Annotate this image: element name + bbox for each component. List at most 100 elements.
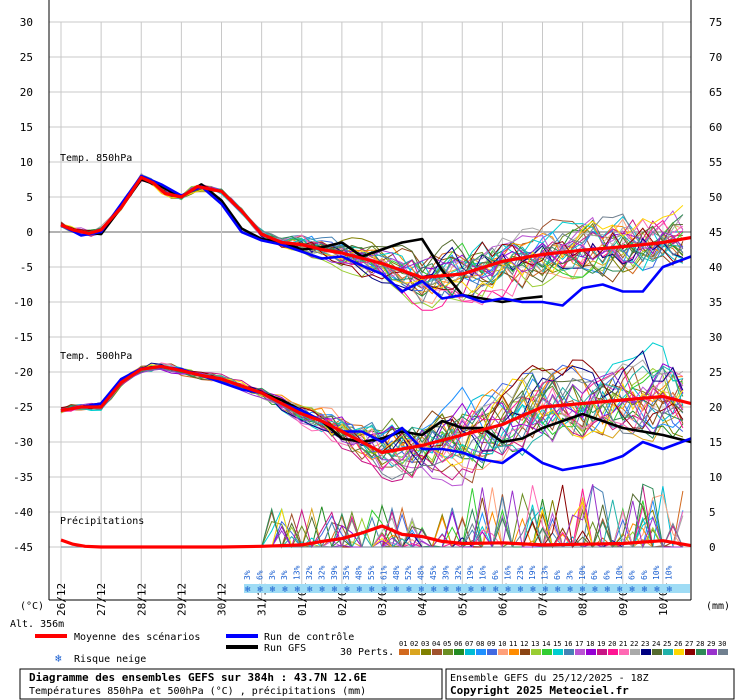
snowflake-icon: ❄ — [307, 585, 313, 595]
series-line-precip-moyenne-des-sc-narios — [60, 524, 692, 549]
pert-number: 02 — [410, 640, 418, 648]
pert-swatch — [498, 649, 508, 655]
pert-swatch — [509, 649, 519, 655]
pert-swatch — [575, 649, 585, 655]
snowflake-icon: ❄ — [481, 585, 487, 595]
pert-number: 30 — [718, 640, 726, 648]
panel-label-precip: Précipitations — [60, 515, 144, 527]
pert-number: 28 — [696, 640, 704, 648]
panel-label-t500: Temp. 500hPa — [60, 351, 132, 362]
left-tick-label: 20 — [20, 86, 33, 99]
snow-risk-value: 6% — [603, 570, 612, 580]
pert-line-t500 — [60, 362, 684, 461]
left-tick-label: -45 — [13, 541, 33, 554]
right-tick-label: 40 — [709, 261, 722, 274]
snowflake-icon: ❄ — [629, 585, 635, 595]
left-tick-label: -40 — [13, 506, 33, 519]
snow-risk-value: 3% — [565, 570, 574, 580]
left-tick-label: -35 — [13, 471, 33, 484]
snow-risk-value: 3% — [243, 570, 252, 580]
right-tick-label: 55 — [709, 156, 722, 169]
right-tick-label: 5 — [709, 506, 716, 519]
snowflake-icon: ❄ — [555, 585, 561, 595]
series-line-t850-run-de-contr-le — [60, 174, 692, 307]
pert-number: 27 — [685, 640, 693, 648]
pert-swatch — [421, 649, 431, 655]
pert-swatch — [586, 649, 596, 655]
snowflake-icon: ❄ — [55, 652, 62, 665]
panel-label-t850: Temp. 850hPa — [60, 153, 132, 164]
snow-risk-value: 45% — [429, 565, 438, 580]
title-box — [19, 668, 443, 700]
pert-swatch — [410, 649, 420, 655]
snow-risk-value: 39% — [441, 565, 450, 580]
pert-number: 12 — [520, 640, 528, 648]
snowflake-icon: ❄ — [394, 585, 400, 595]
run-info-box — [445, 668, 735, 700]
pert-swatch — [608, 649, 618, 655]
pert-number: 06 — [454, 640, 462, 648]
snow-risk-value: 10% — [652, 565, 661, 580]
snowflake-icon: ❄ — [431, 585, 437, 595]
perturbation-legend: 01 02 03 04 05 06 07 08 09 10 11 12 13 14 15 16 17 18 19 20… — [399, 640, 728, 655]
pert-number: 18 — [586, 640, 594, 648]
left-tick-label: 0 — [26, 226, 33, 239]
snow-risk-value: 48% — [392, 565, 401, 580]
date-tick-label: 26/12 — [55, 583, 68, 616]
pert-line-t850 — [60, 175, 684, 299]
snowflake-icon: ❄ — [257, 585, 263, 595]
left-tick-label: 30 — [20, 16, 33, 29]
pert-swatch — [663, 649, 673, 655]
left-tick-label: 10 — [20, 156, 33, 169]
pert-number: 22 — [630, 640, 638, 648]
pert-swatch — [476, 649, 486, 655]
legend-label-gfs: Run GFS — [264, 643, 306, 654]
legend-swatch-control — [226, 634, 258, 638]
pert-line-t500 — [60, 366, 684, 471]
snow-risk-value: 6% — [590, 570, 599, 580]
snow-risk-value: 19% — [528, 565, 537, 580]
series-line-t850-moyenne-des-sc-narios — [60, 175, 692, 280]
pert-line-t850 — [60, 176, 683, 298]
snowflake-icon: ❄ — [419, 585, 425, 595]
pert-number: 08 — [476, 640, 484, 648]
snow-risk-value: 35% — [342, 565, 351, 580]
snow-risk-value: 23% — [516, 565, 525, 580]
snow-risk-value: 61% — [379, 565, 388, 580]
pert-line-precip — [61, 501, 683, 548]
pert-swatch — [707, 649, 717, 655]
left-tick-label: 5 — [26, 191, 33, 204]
right-tick-label: 25 — [709, 366, 722, 379]
snowflake-icon: ❄ — [319, 585, 325, 595]
snowflake-icon: ❄ — [270, 585, 276, 595]
snowflake-icon: ❄ — [245, 585, 251, 595]
left-axis-unit: (°C) — [20, 601, 44, 612]
snowflake-icon: ❄ — [344, 585, 350, 595]
legend-label-control: Run de contrôle — [264, 631, 354, 643]
snowflake-icon: ❄ — [443, 585, 449, 595]
left-tick-label: -25 — [13, 401, 33, 414]
pert-swatch — [652, 649, 662, 655]
snow-risk-value: 6% — [640, 570, 649, 580]
pert-swatch — [454, 649, 464, 655]
chart-title: Diagramme des ensembles GEFS sur 384h : … — [29, 671, 367, 684]
snowflake-icon: ❄ — [543, 585, 549, 595]
pert-swatch — [630, 649, 640, 655]
snowflake-icon: ❄ — [456, 585, 462, 595]
snow-risk-value: 52% — [404, 565, 413, 580]
snowflake-icon: ❄ — [580, 585, 586, 595]
snowflake-icon: ❄ — [493, 585, 499, 595]
snowflake-icon: ❄ — [605, 585, 611, 595]
snow-risk-value: 6% — [491, 570, 500, 580]
pert-number: 03 — [421, 640, 429, 648]
left-tick-label: -20 — [13, 366, 33, 379]
left-tick-label: -15 — [13, 331, 33, 344]
grid — [49, 21, 691, 600]
left-tick-label: 15 — [20, 121, 33, 134]
right-tick-label: 30 — [709, 331, 722, 344]
pert-number: 14 — [542, 640, 550, 648]
snow-risk-value: 48% — [417, 565, 426, 580]
pert-number: 25 — [663, 640, 671, 648]
pert-swatch — [553, 649, 563, 655]
snow-risk-value: 10% — [665, 565, 674, 580]
